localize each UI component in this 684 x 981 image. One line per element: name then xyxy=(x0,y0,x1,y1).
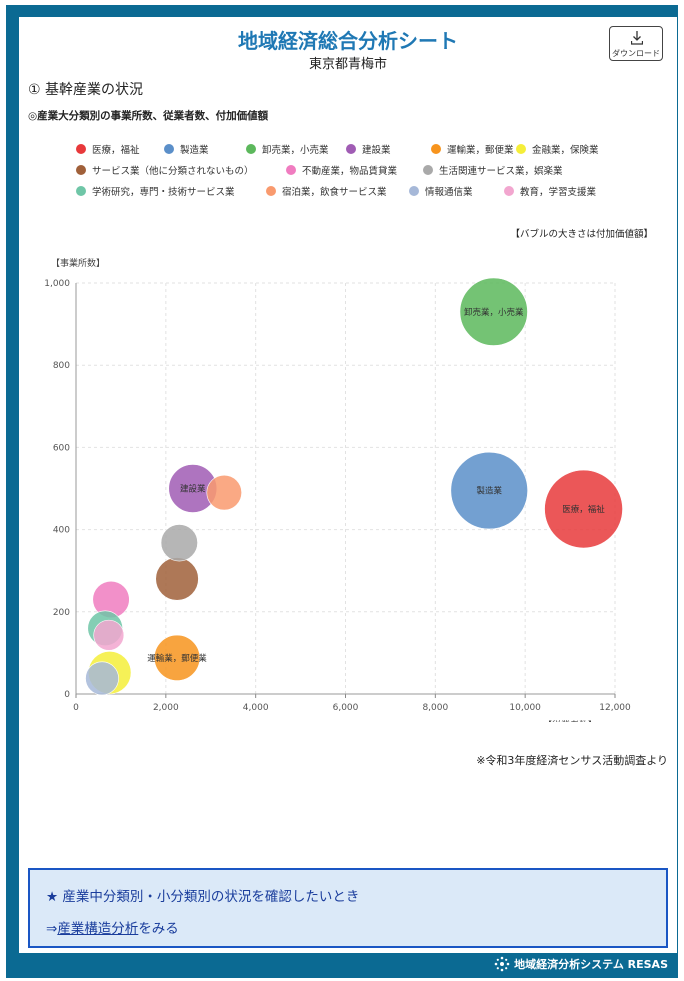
footer-text: 地域経済分析システム RESAS xyxy=(514,958,668,971)
legend-label: サービス業（他に分類されないもの） xyxy=(92,166,254,177)
resas-logo-icon xyxy=(494,956,510,972)
legend-swatch xyxy=(423,165,433,175)
download-label: ダウンロード xyxy=(612,49,660,58)
legend-item[interactable]: サービス業（他に分類されないもの） xyxy=(76,163,254,177)
legend-label: 情報通信業 xyxy=(425,187,473,198)
legend-label: 製造業 xyxy=(180,145,209,156)
legend-item[interactable]: 生活関連サービス業，娯楽業 xyxy=(423,163,563,177)
y-tick-label: 1,000 xyxy=(44,279,70,289)
bubble-label: 卸売業，小売業 xyxy=(464,307,524,318)
legend-label: 金融業，保険業 xyxy=(532,145,599,156)
legend-label: 教育，学習支援業 xyxy=(520,187,597,198)
bubble xyxy=(93,619,125,651)
legend-item[interactable]: 建設業 xyxy=(346,142,391,156)
download-button[interactable]: ダウンロード xyxy=(609,26,663,61)
bubble-label: 建設業 xyxy=(180,484,206,495)
x-tick-label: 8,000 xyxy=(422,703,448,713)
legend-label: 宿泊業，飲食サービス業 xyxy=(282,187,387,198)
legend-label: 運輸業，郵便業 xyxy=(447,145,514,156)
legend-swatch xyxy=(409,186,419,196)
bubble xyxy=(155,557,199,601)
info-line: ★ 産業中分類別・小分類別の状況を確認したいとき xyxy=(46,889,360,905)
bubble-label: 医療，福祉 xyxy=(562,504,605,515)
x-axis-label: 【従業者数】 xyxy=(543,719,597,722)
bubble-label: 製造業 xyxy=(476,486,502,497)
legend-item[interactable]: 製造業 xyxy=(164,142,209,156)
bubble xyxy=(450,451,528,530)
legend-label: 医療，福祉 xyxy=(92,145,140,156)
bubble xyxy=(154,634,201,681)
legend-swatch xyxy=(286,165,296,175)
legend-item[interactable]: 金融業，保険業 xyxy=(516,142,599,156)
legend-swatch xyxy=(246,144,256,154)
legend-swatch xyxy=(346,144,356,154)
legend-swatch xyxy=(266,186,276,196)
legend-label: 不動産業，物品賃貸業 xyxy=(302,166,398,177)
bubble-label: 運輸業，郵便業 xyxy=(147,653,207,664)
legend-label: 生活関連サービス業，娯楽業 xyxy=(439,166,563,177)
legend-label: 建設業 xyxy=(362,145,391,156)
x-tick-label: 10,000 xyxy=(509,703,541,713)
download-icon xyxy=(631,31,643,45)
page-title: 地域経済総合分析シート xyxy=(238,29,458,53)
info-box: ★ 産業中分類別・小分類別の状況を確認したいとき ⇒産業構造分析をみる xyxy=(28,868,668,948)
info-link-line: ⇒産業構造分析をみる xyxy=(46,917,179,937)
bubble xyxy=(160,524,198,562)
link-suffix: をみる xyxy=(138,921,179,937)
arrow-prefix: ⇒ xyxy=(46,921,58,937)
legend-swatch xyxy=(76,165,86,175)
y-tick-label: 600 xyxy=(53,443,70,453)
bubble xyxy=(85,661,119,696)
legend-swatch xyxy=(76,144,86,154)
legend-item[interactable]: 医療，福祉 xyxy=(76,142,140,156)
footer-brand: 地域経済分析システム RESAS xyxy=(494,956,668,972)
section-subtitle: ◎産業大分類別の事業所数、従業者数、付加価値額 xyxy=(28,110,269,122)
y-tick-label: 400 xyxy=(53,526,70,536)
x-tick-label: 2,000 xyxy=(153,703,179,713)
bubble xyxy=(206,474,242,511)
legend-label: 卸売業，小売業 xyxy=(262,145,329,156)
legend-item[interactable]: 宿泊業，飲食サービス業 xyxy=(266,184,387,198)
legend-item[interactable]: 情報通信業 xyxy=(409,184,473,198)
legend-item[interactable]: 学術研究，専門・技術サービス業 xyxy=(76,184,235,198)
x-tick-label: 6,000 xyxy=(333,703,359,713)
legend-item[interactable]: 教育，学習支援業 xyxy=(504,184,596,198)
x-tick-label: 0 xyxy=(73,703,79,713)
x-tick-label: 4,000 xyxy=(243,703,269,713)
y-tick-label: 200 xyxy=(53,608,70,618)
section-title: ① 基幹産業の状況 xyxy=(28,82,144,98)
legend-item[interactable]: 卸売業，小売業 xyxy=(246,142,329,156)
page-subtitle: 東京都青梅市 xyxy=(308,57,387,72)
analysis-sheet: 地域経済総合分析シート 東京都青梅市 ダウンロード ① 基幹産業の状況 ◎産業大… xyxy=(19,17,677,953)
bubble xyxy=(544,469,623,549)
bubble-size-note: 【バブルの大きさは付加価値額】 xyxy=(510,229,653,240)
legend-item[interactable]: 不動産業，物品賃貸業 xyxy=(286,163,397,177)
legend-swatch xyxy=(504,186,514,196)
y-tick-label: 0 xyxy=(64,690,70,700)
y-axis-label: 【事業所数】 xyxy=(51,257,105,269)
legend-swatch xyxy=(164,144,174,154)
bubble xyxy=(459,277,528,346)
bubble-chart: 【事業所数】 0 200 400 600 800 1,000 0 2,000 4,000 6,000… xyxy=(44,257,631,722)
source-note: ※令和3年度経済センサス活動調査より xyxy=(476,754,668,767)
outer-frame: 地域経済総合分析シート 東京都青梅市 ダウンロード ① 基幹産業の状況 ◎産業大… xyxy=(6,5,678,978)
legend-swatch xyxy=(431,144,441,154)
legend-swatch xyxy=(516,144,526,154)
x-tick-label: 12,000 xyxy=(599,703,631,713)
legend-swatch xyxy=(76,186,86,196)
legend-label: 学術研究，専門・技術サービス業 xyxy=(92,187,235,198)
legend-item[interactable]: 運輸業，郵便業 xyxy=(431,142,514,156)
industry-structure-link[interactable]: 産業構造分析 xyxy=(57,921,139,937)
y-tick-label: 800 xyxy=(53,361,70,371)
